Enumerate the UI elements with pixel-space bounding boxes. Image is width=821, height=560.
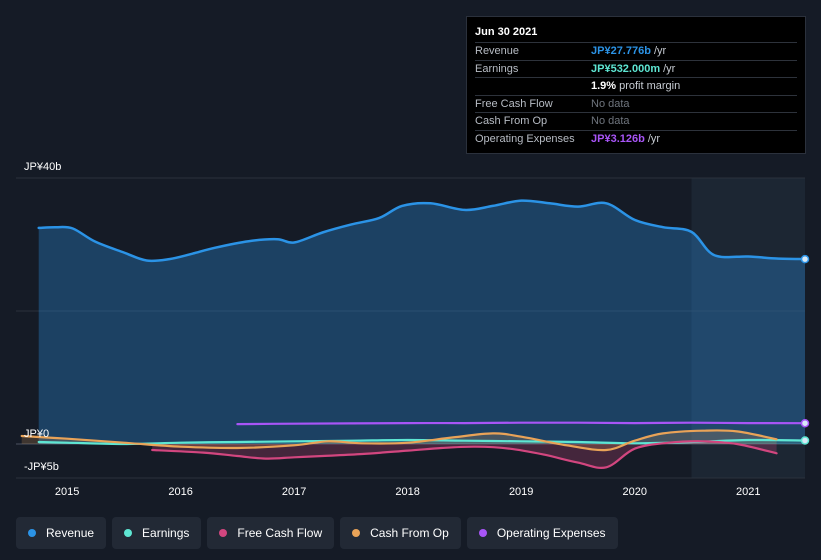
legend-earnings[interactable]: Earnings (112, 517, 202, 549)
tooltip-value-revenue: JP¥27.776b/yr (591, 43, 666, 60)
legend-dot-icon (28, 529, 36, 537)
legend-label: Cash From Op (370, 526, 449, 540)
legend-dot-icon (219, 529, 228, 537)
series-areas (21, 200, 805, 468)
legend-label: Operating Expenses (496, 526, 606, 540)
legend-dot-icon (352, 529, 361, 537)
tooltip-label: Earnings (475, 62, 519, 75)
operating-expenses-line (236, 421, 807, 426)
value-text: JP¥532.000m (591, 62, 661, 75)
x-tick-label: 2020 (622, 486, 646, 498)
tooltip-row-margin: 1.9% profit margin (475, 78, 797, 96)
x-tick-label: 2016 (168, 486, 192, 498)
legend-operating-expenses[interactable]: Operating Expenses (466, 517, 618, 549)
tooltip-value-margin: 1.9% profit margin (591, 78, 680, 95)
legend-cash-from-op[interactable]: Cash From Op (340, 517, 461, 549)
cash-from-op-area (21, 430, 777, 451)
x-tick-label: 2015 (55, 486, 79, 498)
legend-dot-icon (124, 529, 133, 537)
legend-label: Free Cash Flow (237, 526, 323, 540)
financials-chart: JP¥40b JP¥0 -JP¥5b 2015 2016 2017 2018 2019 2… (16, 161, 810, 498)
tooltip-row-cfo: Cash From Op No data (475, 113, 797, 131)
legend-label: Revenue (46, 526, 95, 540)
revenue-line (37, 199, 807, 263)
legend-label: Earnings (142, 526, 190, 540)
value-suffix: /yr (647, 132, 661, 145)
tooltip-label-empty (475, 78, 591, 95)
value-suffix: /yr (663, 62, 676, 75)
tooltip-label: Operating Expenses (475, 132, 575, 145)
series-endpoints (800, 254, 810, 445)
free-cash-flow-area (152, 441, 777, 468)
value-suffix: /yr (653, 45, 667, 57)
tooltip-label: Cash From Op (475, 115, 548, 127)
tooltip-value-earnings: JP¥532.000m/yr (591, 61, 675, 78)
revenue-area (38, 200, 805, 444)
tooltip-row-opex: Operating Expenses JP¥3.126b/yr (475, 131, 797, 149)
legend-dot-icon (478, 529, 487, 537)
legend-revenue[interactable]: Revenue (16, 517, 107, 549)
legend: Revenue Earnings Free Cash Flow Cash Fro… (16, 517, 618, 549)
x-tick-label: 2021 (736, 486, 760, 498)
tooltip-label: Free Cash Flow (475, 97, 553, 110)
tooltip-date: Jun 30 2021 (475, 25, 797, 43)
x-tick-label: 2017 (282, 486, 306, 498)
earnings-endpoint (800, 436, 810, 445)
free-cash-flow-line (151, 440, 778, 469)
x-tick-label: 2018 (395, 486, 419, 498)
operating-expenses-endpoint (800, 418, 810, 428)
x-axis-ticks: 2015 2016 2017 2018 2019 2020 2021 (55, 486, 761, 498)
y-label-top: JP¥40b (24, 161, 61, 173)
legend-free-cash-flow[interactable]: Free Cash Flow (207, 517, 335, 549)
x-tick-label: 2019 (509, 486, 533, 498)
tooltip-value-cfo: No data (591, 115, 630, 127)
tooltip-value-fcf: No data (591, 97, 630, 110)
value-text: JP¥3.126b (591, 132, 645, 145)
y-label-bottom: -JP¥5b (24, 461, 59, 473)
tooltip-row-fcf: Free Cash Flow No data (475, 96, 797, 113)
revenue-endpoint (800, 254, 810, 264)
forecast-shade (691, 178, 805, 478)
tooltip-row-earnings: Earnings JP¥532.000m/yr (475, 61, 797, 78)
y-label-zero: JP¥0 (24, 428, 49, 440)
value-suffix: profit margin (619, 80, 681, 92)
cash-from-op-line (20, 429, 778, 452)
tooltip-value-opex: JP¥3.126b/yr (591, 131, 660, 149)
series-lines (20, 199, 807, 469)
data-tooltip: Jun 30 2021 Revenue JP¥27.776b/yr Earnin… (466, 16, 806, 154)
tooltip-label: Revenue (475, 45, 520, 57)
value-text: 1.9% (591, 80, 617, 92)
tooltip-row-revenue: Revenue JP¥27.776b/yr (475, 43, 797, 61)
value-text: JP¥27.776b (591, 45, 651, 57)
